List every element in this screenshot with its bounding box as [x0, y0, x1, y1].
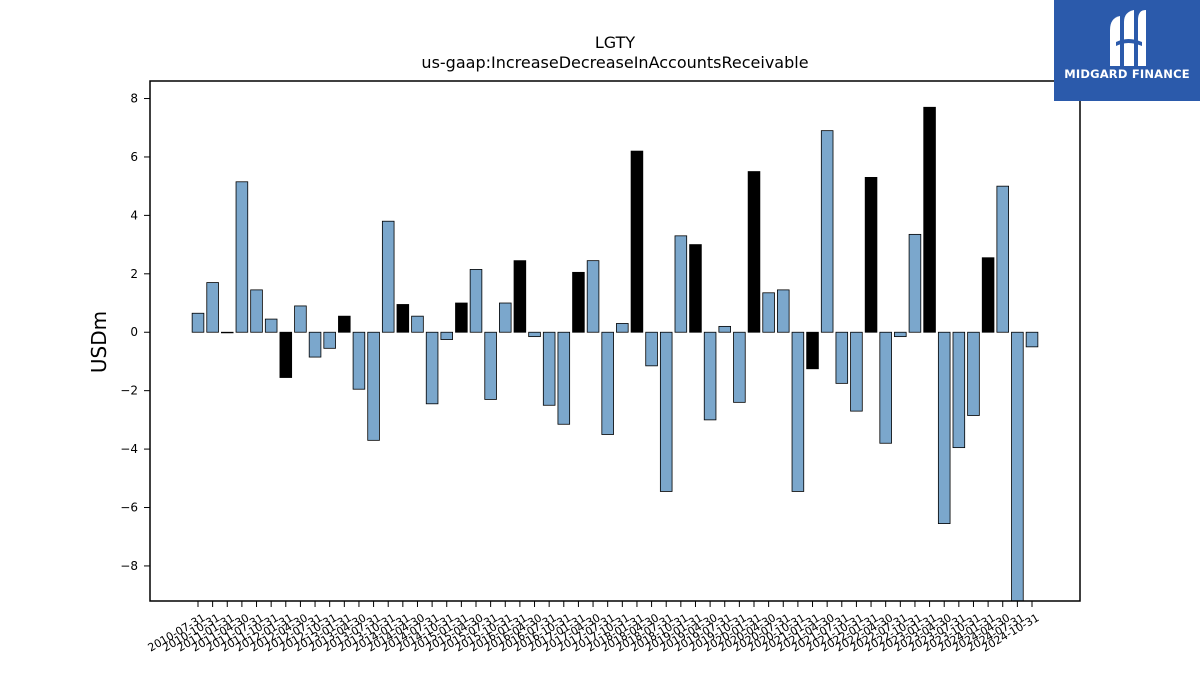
bar-2015-01-31: [455, 302, 468, 333]
bar-2022-01-31: [864, 176, 878, 333]
bar-series: [191, 106, 1039, 602]
bar-2020-07-31: [777, 289, 790, 333]
bar-2012-01-31: [279, 331, 293, 378]
bar-2014-01-31: [396, 304, 410, 333]
bar-2024-01-31: [981, 257, 995, 333]
bar-2018-10-31: [674, 235, 688, 333]
bar-2021-10-31: [850, 331, 863, 412]
bar-2016-04-30: [528, 331, 541, 338]
bar-2012-07-31: [308, 331, 322, 358]
bar-2014-10-31: [440, 331, 453, 340]
y-tick-label: −4: [120, 442, 138, 456]
bar-2013-07-31: [367, 331, 380, 441]
bar-2015-04-30: [469, 269, 483, 333]
bar-2010-07-31: [191, 312, 205, 333]
y-tick-label: 6: [130, 150, 138, 164]
bar-2024-07-31: [1011, 331, 1024, 602]
bar-2017-10-31: [616, 323, 629, 333]
bar-2011-07-31: [250, 289, 263, 333]
bar-2016-07-31: [542, 331, 556, 406]
bar-2021-01-31: [806, 331, 819, 370]
y-tick-label: −6: [120, 501, 138, 515]
bar-2016-10-31: [557, 331, 571, 425]
bar-2018-07-31: [659, 331, 673, 492]
bar-2019-07-31: [718, 325, 731, 333]
y-axis-label: USDm: [87, 311, 111, 373]
bar-2017-01-31: [572, 271, 585, 333]
midgard-logo-icon: [1110, 10, 1146, 66]
bar-2024-10-31: [1025, 331, 1039, 348]
plot-frame: [149, 80, 1081, 602]
bar-2021-04-30: [820, 130, 834, 333]
bar-2020-01-31: [747, 171, 761, 333]
bar-2019-10-31: [733, 331, 746, 403]
bar-2020-10-31: [791, 331, 805, 492]
bar-2023-04-30: [937, 331, 951, 524]
bar-2018-04-30: [645, 331, 658, 367]
bar-2019-01-31: [689, 244, 702, 333]
bar-2019-04-30: [703, 331, 717, 421]
bar-2012-04-30: [294, 305, 307, 333]
x-axis: 2010-07-312010-10-312011-01-312011-04-30…: [146, 601, 1042, 654]
y-tick-label: 2: [130, 267, 138, 281]
logo-text: MIDGARD FINANCE: [1064, 67, 1190, 81]
bar-2021-07-31: [835, 331, 849, 384]
bar-2017-04-30: [586, 260, 600, 333]
bar-2014-04-30: [411, 315, 424, 333]
bar-2011-04-30: [235, 181, 249, 333]
y-tick-label: −8: [120, 559, 138, 573]
bar-2023-10-31: [967, 331, 980, 416]
y-tick-label: 0: [130, 325, 138, 339]
bar-2023-01-31: [923, 106, 936, 333]
bar-2015-10-31: [499, 302, 512, 333]
bar-2022-10-31: [908, 233, 922, 333]
bar-2024-04-30: [996, 185, 1009, 333]
bar-2011-01-31: [221, 331, 234, 334]
bar-2014-07-31: [425, 331, 439, 405]
bar-2013-10-31: [381, 220, 395, 333]
bar-2020-04-30: [762, 292, 775, 333]
y-tick-label: 4: [130, 208, 138, 222]
y-axis: −8 −6 −4 −2 0 2 4 6 8: [120, 92, 150, 573]
bar-2016-01-31: [513, 260, 527, 333]
chart-title: LGTY: [595, 33, 636, 52]
chart-subtitle: us-gaap:IncreaseDecreaseInAccountsReceiv…: [421, 53, 808, 72]
bar-2010-10-31: [206, 282, 219, 333]
y-tick-label: 8: [130, 92, 138, 106]
bar-2022-07-31: [894, 331, 907, 338]
bar-2013-01-31: [338, 315, 351, 333]
bar-2023-07-31: [952, 331, 966, 449]
midgard-finance-logo: MIDGARD FINANCE: [1054, 0, 1200, 101]
bar-2013-04-30: [352, 331, 366, 390]
bar-2012-10-31: [323, 331, 336, 349]
bar-2017-07-31: [601, 331, 614, 435]
bar-2018-01-31: [630, 150, 644, 333]
y-tick-label: −2: [120, 384, 138, 398]
bar-2022-04-30: [879, 331, 892, 444]
bar-2015-07-31: [484, 331, 497, 400]
bar-2011-10-31: [264, 318, 278, 333]
